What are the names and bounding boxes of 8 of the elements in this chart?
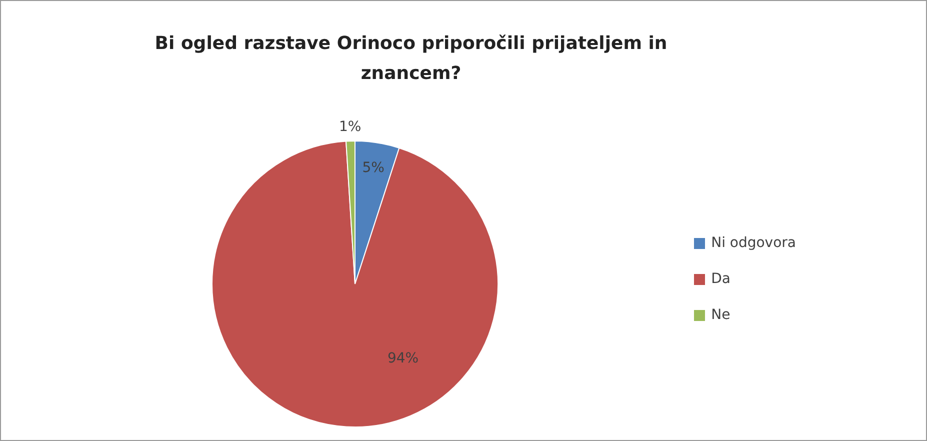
pie-slice [212, 140, 498, 428]
data-label: 5% [362, 160, 384, 176]
legend-label: Ne [711, 306, 730, 325]
legend-label: Da [711, 270, 730, 289]
chart-title: Bi ogled razstave Orinoco priporočili prijateljem in znancem? [154, 32, 668, 86]
data-label: 94% [387, 350, 419, 367]
data-label: 1% [338, 119, 362, 136]
legend-label: Ni odgovora [711, 234, 796, 253]
